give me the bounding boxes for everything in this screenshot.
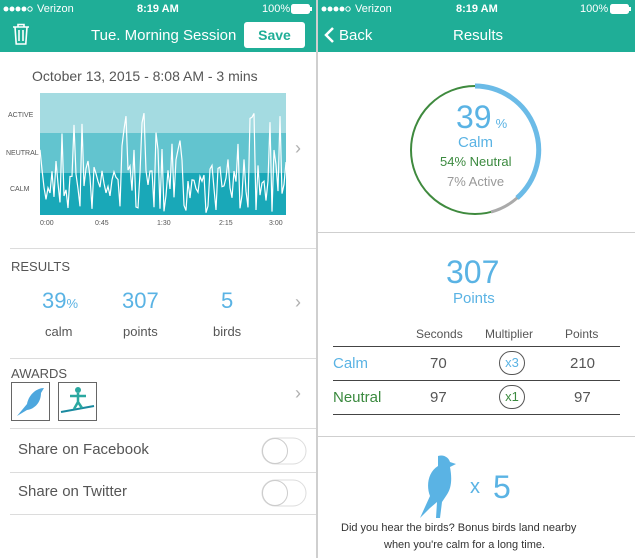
- cell: 70: [430, 355, 447, 372]
- carrier: Verizon: [37, 3, 74, 15]
- share-facebook: Share on Facebook: [18, 441, 149, 458]
- carrier: Verizon: [355, 3, 392, 15]
- divider: [10, 514, 316, 515]
- cell: 97: [574, 389, 591, 406]
- active-percent: 7% Active: [447, 174, 505, 189]
- value: 39: [42, 288, 67, 313]
- time-label: 2:15: [219, 220, 233, 227]
- save-button[interactable]: Save: [244, 22, 305, 48]
- trash-button[interactable]: [12, 23, 30, 45]
- points-total: 307: [446, 254, 500, 290]
- results-ring: [410, 83, 542, 215]
- chevron[interactable]: ›: [295, 383, 301, 403]
- time-label: 1:30: [157, 220, 171, 227]
- level-label: CALM: [10, 186, 30, 193]
- session-date: October 13, 2015 - 8:08 AM - 3 mins: [32, 68, 258, 84]
- times: x: [470, 476, 480, 498]
- divider: [10, 248, 316, 249]
- divider: [318, 232, 635, 233]
- battery-icon: [610, 4, 631, 14]
- table-rule: [333, 380, 620, 381]
- divider: [10, 472, 316, 473]
- caption: when you're calm for a long time.: [384, 539, 546, 551]
- caption: Did you hear the birds? Bonus birds land…: [341, 522, 577, 534]
- time-label: 0:00: [40, 220, 54, 227]
- cell: 97: [430, 389, 447, 406]
- screen-divider: [316, 0, 318, 558]
- results-heading: RESULTS: [11, 259, 70, 274]
- points-label: Points: [453, 290, 495, 307]
- time: 8:19 AM: [137, 3, 179, 15]
- band-active: [40, 93, 286, 133]
- time: 8:19 AM: [456, 3, 498, 15]
- column-header: Multiplier: [485, 327, 534, 341]
- row-label: Neutral: [333, 389, 382, 406]
- level-label: NEUTRAL: [6, 150, 39, 157]
- battery: 100%: [580, 3, 609, 15]
- birds-value: 5: [221, 288, 234, 313]
- divider: [10, 358, 316, 359]
- time-label: 0:45: [95, 220, 109, 227]
- multiplier: x3: [499, 351, 525, 375]
- multiplier: x1: [499, 385, 525, 409]
- award-balance[interactable]: [58, 382, 97, 421]
- share-twitter: Share on Twitter: [18, 483, 127, 500]
- bird-count: 5: [493, 469, 511, 505]
- session-title: Tue. Morning Session: [91, 27, 237, 44]
- value: 39: [456, 99, 492, 135]
- back-button[interactable]: Back: [339, 27, 373, 44]
- chevron[interactable]: ›: [295, 292, 301, 312]
- column-header: Points: [565, 327, 599, 341]
- cell: 210: [570, 355, 596, 372]
- session-chart: [39, 93, 287, 215]
- result-label: calm: [45, 324, 73, 339]
- award-bird[interactable]: [11, 382, 50, 421]
- awards-heading: AWARDS: [11, 366, 68, 381]
- level-label: ACTIVE: [8, 112, 34, 119]
- signal: [3, 6, 33, 12]
- time-label: 3:00: [269, 220, 283, 227]
- row-label: Calm: [333, 355, 369, 372]
- chevron[interactable]: ›: [295, 138, 301, 158]
- divider: [10, 428, 316, 429]
- right-header-bar: [318, 0, 635, 52]
- unit: %: [495, 116, 508, 131]
- results-title: Results: [453, 27, 504, 44]
- neutral-percent: 54% Neutral: [440, 154, 512, 169]
- divider: [318, 436, 635, 437]
- points-value: 307: [122, 288, 159, 313]
- calm-percent: 39%: [456, 99, 507, 136]
- calm-label: Calm: [458, 134, 494, 151]
- table-rule: [333, 346, 620, 347]
- column-header: Seconds: [416, 327, 463, 341]
- bird-icon: [420, 455, 456, 518]
- calm-value: 39%: [42, 288, 78, 314]
- toggle[interactable]: [261, 479, 307, 507]
- toggle[interactable]: [261, 437, 307, 465]
- battery: 100%: [262, 3, 291, 15]
- battery-icon: [291, 4, 312, 14]
- waveform: [39, 112, 287, 213]
- table-rule: [333, 414, 620, 415]
- signal: [321, 6, 351, 12]
- unit: %: [66, 296, 79, 311]
- back-arrow[interactable]: [323, 26, 335, 44]
- result-label: birds: [213, 324, 242, 339]
- result-label: points: [123, 324, 158, 339]
